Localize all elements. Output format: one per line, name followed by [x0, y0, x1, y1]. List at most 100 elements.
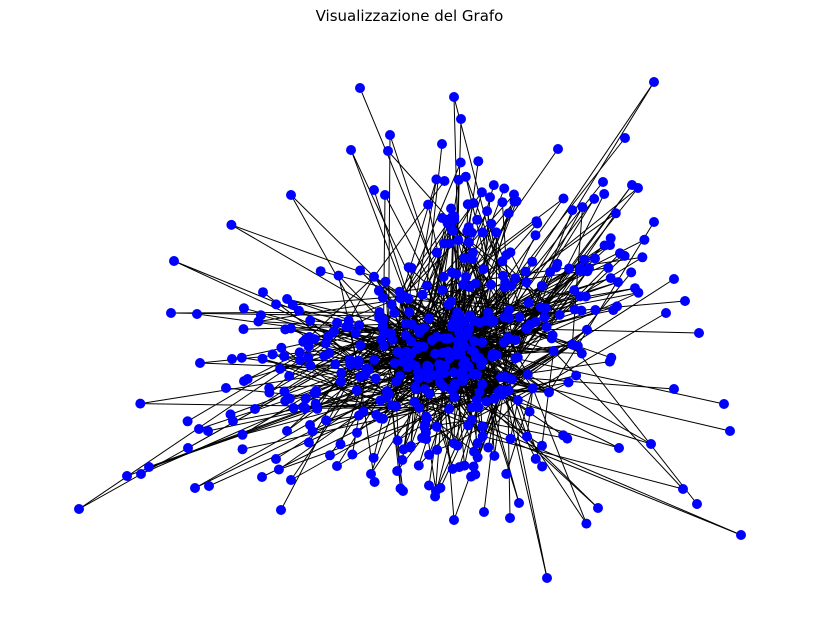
- graph-node: [613, 277, 623, 288]
- graph-node: [590, 305, 601, 315]
- graph-edge: [290, 389, 452, 481]
- graph-node: [449, 391, 460, 402]
- graph-node: [610, 208, 621, 219]
- graph-node: [669, 384, 679, 394]
- graph-node: [250, 404, 260, 414]
- graph-node: [553, 144, 563, 154]
- graph-node: [472, 438, 483, 449]
- graph-edge: [548, 221, 655, 393]
- graph-node: [305, 420, 315, 430]
- graph-node: [439, 176, 450, 186]
- graph-node: [544, 387, 554, 398]
- graph-node: [303, 352, 314, 363]
- graph-edge: [493, 281, 619, 322]
- graph-node: [477, 421, 488, 432]
- graph-node: [505, 433, 516, 444]
- graph-node: [626, 267, 637, 278]
- graph-node: [413, 341, 424, 352]
- graph-node: [434, 368, 445, 379]
- graph-node: [166, 308, 176, 318]
- graph-node: [463, 222, 474, 233]
- graph-edge: [503, 390, 620, 449]
- graph-node: [579, 254, 590, 265]
- graph-node: [493, 386, 504, 397]
- graph-node: [499, 312, 510, 323]
- graph-node: [447, 212, 457, 222]
- graph-node: [385, 130, 395, 140]
- graph-node: [424, 313, 435, 324]
- graph-node: [501, 468, 512, 479]
- graph-edge: [254, 325, 383, 410]
- graph-node: [253, 316, 264, 327]
- graph-edge: [241, 357, 397, 382]
- graph-node: [335, 439, 346, 450]
- graph-node: [309, 334, 320, 345]
- graph-edge: [309, 276, 375, 338]
- graph-node: [452, 343, 463, 354]
- graph-node: [522, 431, 532, 442]
- graph-edge: [507, 377, 511, 519]
- graph-node: [358, 406, 369, 417]
- graph-node: [257, 472, 267, 482]
- graph-node: [571, 370, 582, 381]
- graph-node: [477, 227, 488, 238]
- graph-node: [449, 515, 459, 525]
- graph-node: [295, 355, 305, 366]
- graph-node: [405, 441, 416, 452]
- graph-node: [400, 330, 411, 341]
- graph-node: [576, 348, 587, 359]
- graph-node: [483, 442, 494, 453]
- graph-node: [469, 316, 480, 327]
- graph-node: [258, 287, 268, 298]
- graph-node: [392, 347, 403, 358]
- graph-node: [238, 303, 249, 314]
- graph-node: [552, 258, 563, 269]
- graph-node: [558, 193, 569, 204]
- graph-node: [443, 299, 454, 310]
- graph-edge: [517, 312, 667, 401]
- graph-node: [569, 304, 580, 315]
- graph-node: [502, 372, 513, 383]
- graph-node: [527, 256, 538, 267]
- graph-node: [360, 369, 371, 380]
- graph-edge: [451, 216, 481, 323]
- graph-node: [347, 449, 358, 460]
- graph-node: [439, 238, 449, 249]
- graph-node: [284, 371, 295, 381]
- graph-node: [445, 219, 456, 230]
- graph-node: [574, 266, 585, 276]
- graph-node: [330, 359, 341, 370]
- graph-node: [472, 369, 482, 380]
- graph-node: [228, 416, 238, 426]
- graph-node: [477, 337, 488, 348]
- graph-edge: [286, 369, 369, 432]
- graph-node: [431, 247, 442, 258]
- graph-node: [457, 376, 468, 387]
- graph-edge: [481, 184, 633, 385]
- graph-node: [505, 247, 516, 258]
- graph-node: [380, 190, 390, 200]
- graph-node: [237, 429, 248, 440]
- graph-node: [375, 413, 386, 424]
- graph-node: [195, 358, 205, 368]
- graph-edge: [336, 361, 404, 467]
- graph-node: [423, 372, 433, 383]
- graph-node: [470, 469, 481, 480]
- graph-node: [378, 326, 389, 337]
- graph-node: [448, 367, 459, 378]
- graph-node: [458, 279, 468, 290]
- graph-node: [267, 349, 278, 360]
- graph-node: [530, 453, 541, 464]
- graph-node: [486, 218, 497, 229]
- graph-node: [639, 234, 650, 245]
- graph-node: [257, 353, 268, 364]
- graph-edge: [428, 389, 453, 455]
- graph-edge: [173, 260, 401, 354]
- graph-node: [472, 214, 483, 225]
- graph-node: [499, 183, 510, 194]
- graph-node: [463, 237, 474, 248]
- graph-node: [452, 336, 463, 347]
- graph-node: [303, 437, 314, 448]
- graph-node: [581, 518, 592, 529]
